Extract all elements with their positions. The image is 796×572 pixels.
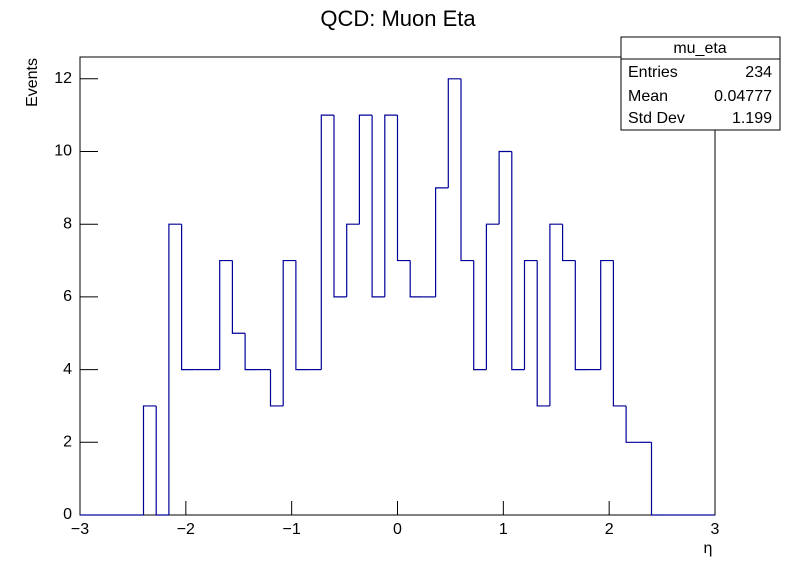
histogram-bin — [231, 260, 246, 334]
x-tick-label: 3 — [711, 521, 720, 538]
histogram-bin — [612, 260, 627, 407]
y-tick-label: 6 — [63, 288, 72, 305]
x-axis-label: η — [704, 540, 713, 557]
x-tick-label: 1 — [499, 521, 508, 538]
histogram-bin — [536, 260, 550, 407]
stats-key: Entries — [628, 64, 678, 81]
y-tick-label: 10 — [54, 143, 72, 160]
y-tick-label: 12 — [54, 70, 72, 87]
stats-value: 234 — [745, 64, 772, 81]
histogram-bin — [155, 405, 169, 516]
x-tick-label: −3 — [71, 521, 89, 538]
x-tick-label: 2 — [605, 521, 614, 538]
histogram-bin — [574, 260, 588, 371]
stats-value: 1.199 — [732, 110, 772, 127]
stats-frame — [620, 36, 781, 131]
histogram-bin — [498, 150, 512, 225]
histogram-bin — [562, 224, 576, 262]
stats-box: mu_eta Entries 234 Mean 0.04777 Std Dev … — [620, 36, 781, 131]
histogram-bin — [371, 115, 385, 298]
histogram-bin — [181, 224, 195, 371]
histogram-bin — [219, 259, 233, 370]
x-tick-label: −1 — [283, 521, 301, 538]
y-tick-label: 8 — [63, 215, 72, 232]
histogram-bin — [600, 259, 614, 370]
histogram-bin — [358, 114, 373, 225]
histogram-bin — [346, 223, 360, 297]
histogram-bin — [447, 78, 461, 188]
histogram-bin — [473, 260, 487, 371]
histogram-bin — [523, 259, 538, 370]
stats-key: Std Dev — [628, 110, 685, 127]
histogram-bin — [511, 151, 525, 371]
x-tick-label: −2 — [177, 521, 195, 538]
histogram-bin — [485, 223, 500, 370]
chart-title: QCD: Muon Eta — [320, 6, 476, 31]
histogram-bin — [168, 223, 182, 515]
stats-title: mu_eta — [673, 40, 726, 57]
histogram-bin — [320, 114, 334, 370]
y-tick-label: 0 — [63, 506, 72, 523]
stats-value: 0.04777 — [714, 88, 772, 105]
histogram-bin — [269, 369, 284, 407]
histogram-bin — [282, 259, 296, 406]
y-tick-label: 4 — [63, 361, 72, 378]
y-tick-label: 2 — [63, 434, 72, 451]
histogram-bin — [333, 115, 347, 298]
histogram-bin — [384, 114, 398, 297]
histogram-bin — [460, 78, 474, 262]
histogram-bin — [549, 223, 563, 406]
histogram-bin — [650, 442, 665, 516]
histogram-bin — [396, 115, 411, 262]
x-tick-label: 0 — [393, 521, 402, 538]
histogram-bin — [295, 260, 309, 371]
y-axis-label: Events — [24, 58, 41, 107]
histogram-bin — [244, 333, 258, 371]
histogram-bin — [142, 405, 157, 515]
histogram-bin — [435, 187, 449, 297]
histogram-bin — [409, 260, 423, 298]
stats-key: Mean — [628, 88, 668, 105]
histogram-bin — [625, 405, 639, 443]
